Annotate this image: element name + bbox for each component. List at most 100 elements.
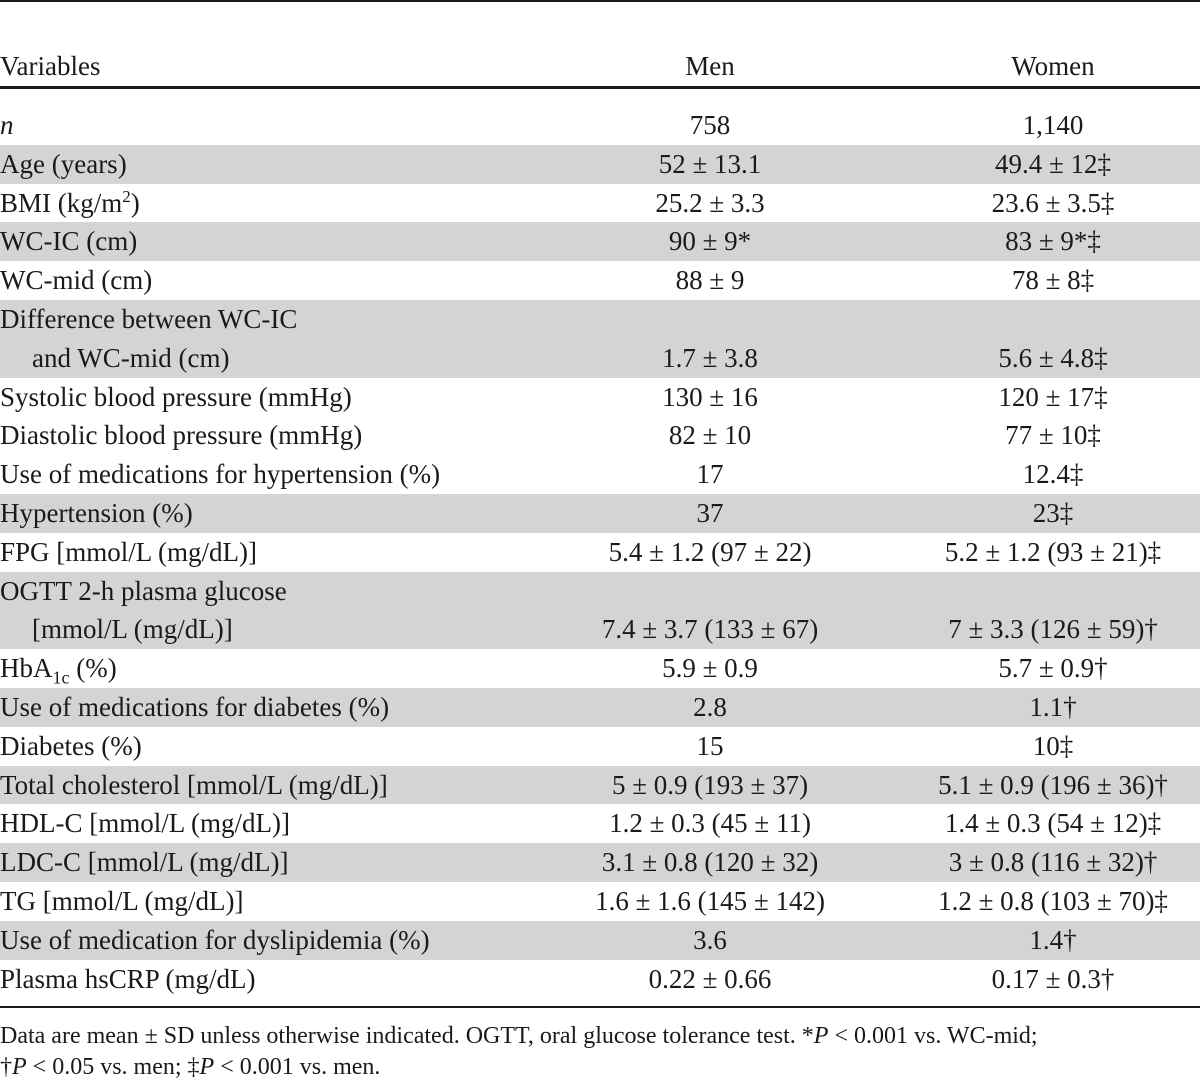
- table-row: Age (years) 52 ± 13.1 49.4 ± 12‡: [0, 144, 1200, 184]
- row-label: Diabetes (%): [0, 730, 142, 761]
- women-value: 23‡: [1032, 497, 1074, 528]
- men-value: 90 ± 9*: [668, 226, 752, 257]
- footnote-p-italic: P: [199, 1054, 215, 1080]
- men-value: 2.8: [693, 691, 727, 722]
- men-value: 3.1 ± 0.8 (120 ± 32): [601, 847, 819, 878]
- header-variables: Variables: [0, 51, 101, 81]
- table-row: Plasma hsCRP (mg/dL) 0.22 ± 0.66 0.17 ± …: [0, 960, 1200, 999]
- men-value: 52 ± 13.1: [658, 148, 762, 179]
- table-row: Total cholesterol [mmol/L (mg/dL)] 5 ± 0…: [0, 765, 1200, 805]
- table-row: HDL-C [mmol/L (mg/dL)] 1.2 ± 0.3 (45 ± 1…: [0, 804, 1200, 843]
- men-value: 758: [689, 110, 731, 140]
- footnote-text: < 0.001 vs. WC-mid;: [828, 1023, 1038, 1049]
- women-value: 5.7 ± 0.9†: [998, 653, 1108, 684]
- table-row: WC-IC (cm) 90 ± 9* 83 ± 9*‡: [0, 222, 1200, 262]
- row-label-text: ): [130, 187, 140, 218]
- table-row: TG [mmol/L (mg/dL)] 1.6 ± 1.6 (145 ± 142…: [0, 882, 1200, 921]
- table-body: n 758 1,140 Age (years) 52 ± 13.1 49.4 ±…: [0, 106, 1200, 998]
- row-label: Plasma hsCRP (mg/dL): [0, 963, 256, 994]
- table-header-rule: [0, 86, 1200, 89]
- men-value: 88 ± 9: [675, 265, 745, 296]
- row-label: Use of medications for hypertension (%): [0, 459, 441, 490]
- row-label-text: HbA: [0, 653, 53, 684]
- row-label-line1: Difference between WC-IC: [0, 303, 298, 334]
- footnote-p-italic: P: [813, 1023, 829, 1049]
- row-label: WC-IC (cm): [0, 226, 138, 257]
- row-label-text: (%): [69, 653, 117, 684]
- row-label: Systolic blood pressure (mmHg): [0, 381, 352, 412]
- row-label: BMI (kg/m2): [0, 184, 140, 223]
- row-label-line2: [mmol/L (mg/dL)]: [32, 614, 233, 645]
- table-row: OGTT 2-h plasma glucose [mmol/L (mg/dL)] …: [0, 571, 1200, 650]
- row-label-superscript: 2: [122, 186, 131, 206]
- header-women: Women: [1011, 51, 1095, 81]
- table-row: HbA1c (%) 5.9 ± 0.9 5.7 ± 0.9†: [0, 649, 1200, 688]
- row-label: Use of medication for dyslipidemia (%): [0, 924, 430, 955]
- women-value: 23.6 ± 3.5‡: [991, 187, 1115, 218]
- row-label: WC-mid (cm): [0, 265, 153, 296]
- men-value: 17: [696, 459, 724, 490]
- row-label: Use of medications for diabetes (%): [0, 691, 390, 722]
- footnote-text: Data are mean ± SD unless otherwise indi…: [0, 1023, 814, 1049]
- row-label: TG [mmol/L (mg/dL)]: [0, 885, 244, 916]
- women-value: 5.2 ± 1.2 (93 ± 21)‡: [944, 536, 1162, 567]
- row-label: FPG [mmol/L (mg/dL)]: [0, 536, 257, 567]
- table-row: n 758 1,140: [0, 106, 1200, 145]
- row-label-subscript: 1c: [52, 667, 70, 688]
- row-label: Difference between WC-IC and WC-mid (cm): [0, 300, 297, 378]
- men-value: 1.7 ± 3.8: [662, 342, 758, 373]
- men-value: 82 ± 10: [668, 420, 752, 451]
- women-value: 12.4‡: [1022, 459, 1084, 490]
- men-value: 15: [696, 730, 724, 761]
- men-value: 130 ± 16: [662, 381, 758, 412]
- row-label-line1: OGTT 2-h plasma glucose: [0, 575, 287, 606]
- women-value: 83 ± 9*‡: [1005, 226, 1101, 257]
- men-value: 1.2 ± 0.3 (45 ± 11): [609, 808, 811, 839]
- table-row: WC-mid (cm) 88 ± 9 78 ± 8‡: [0, 261, 1200, 300]
- table-row: Use of medication for dyslipidemia (%) 3…: [0, 920, 1200, 960]
- women-value: 7 ± 3.3 (126 ± 59)†: [948, 614, 1158, 645]
- footnote-p-italic: P: [12, 1054, 27, 1080]
- men-value: 5.9 ± 0.9: [662, 653, 758, 684]
- women-value: 5.6 ± 4.8‡: [998, 342, 1108, 373]
- table-row: FPG [mmol/L (mg/dL)] 5.4 ± 1.2 (97 ± 22)…: [0, 533, 1200, 572]
- men-value: 0.22 ± 0.66: [648, 963, 772, 994]
- table-header: Variables Men Women: [0, 47, 1200, 85]
- table-bottom-rule: [0, 1006, 1200, 1008]
- men-value: 1.6 ± 1.6 (145 ± 142): [595, 885, 825, 916]
- women-value: 120 ± 17‡: [998, 381, 1108, 412]
- row-label: Age (years): [0, 148, 127, 179]
- table-row: Use of medications for hypertension (%) …: [0, 455, 1200, 494]
- women-value: 1.2 ± 0.8 (103 ± 70)‡: [938, 885, 1168, 916]
- row-label: OGTT 2-h plasma glucose [mmol/L (mg/dL)]: [0, 572, 287, 650]
- row-label: Diastolic blood pressure (mmHg): [0, 420, 363, 451]
- women-value: 78 ± 8‡: [1011, 265, 1095, 296]
- table-row: Use of medications for diabetes (%) 2.8 …: [0, 687, 1200, 727]
- row-label: HbA1c (%): [0, 649, 117, 688]
- footnote-text: < 0.001 vs. men.: [214, 1054, 381, 1080]
- table-row: Diabetes (%) 15 10‡: [0, 727, 1200, 766]
- table-top-rule: [0, 0, 1200, 2]
- men-value: 7.4 ± 3.7 (133 ± 67): [601, 614, 819, 645]
- row-label: Total cholesterol [mmol/L (mg/dL)]: [0, 769, 388, 800]
- row-label: LDC-C [mmol/L (mg/dL)]: [0, 847, 289, 878]
- women-value: 1.1†: [1029, 691, 1077, 722]
- women-value: 77 ± 10‡: [1005, 420, 1101, 451]
- women-value: 1,140: [1022, 110, 1084, 140]
- table-row: BMI (kg/m2) 25.2 ± 3.3 23.6 ± 3.5‡: [0, 184, 1200, 223]
- women-value: 3 ± 0.8 (116 ± 32)†: [948, 847, 1158, 878]
- men-value: 5.4 ± 1.2 (97 ± 22): [608, 536, 812, 567]
- row-label-line2: and WC-mid (cm): [32, 342, 230, 373]
- women-value: 10‡: [1032, 730, 1074, 761]
- women-value: 49.4 ± 12‡: [994, 148, 1112, 179]
- table-row: Hypertension (%) 37 23‡: [0, 493, 1200, 533]
- row-label: n: [0, 110, 14, 140]
- row-label: HDL-C [mmol/L (mg/dL)]: [0, 808, 290, 839]
- men-value: 25.2 ± 3.3: [655, 187, 765, 218]
- footnote-text: < 0.05 vs. men; ‡: [26, 1054, 200, 1080]
- table-row: LDC-C [mmol/L (mg/dL)] 3.1 ± 0.8 (120 ± …: [0, 843, 1200, 882]
- table-row: Diastolic blood pressure (mmHg) 82 ± 10 …: [0, 416, 1200, 455]
- men-value: 5 ± 0.9 (193 ± 37): [611, 769, 809, 800]
- row-label: Hypertension (%): [0, 497, 193, 528]
- men-value: 3.6: [693, 924, 727, 955]
